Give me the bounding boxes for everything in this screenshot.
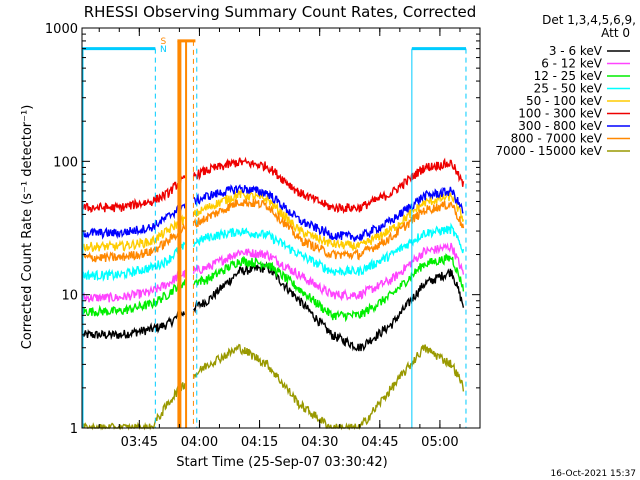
- x-tick-label: 04:00: [181, 435, 218, 450]
- series-line-300-800keV: [82, 202, 186, 240]
- series-line-12-25keV: [82, 278, 186, 317]
- legend-header-line2: Att 0: [601, 26, 630, 40]
- y-tick-label: 1: [70, 422, 78, 437]
- series-line-7000-15000keV: [192, 343, 465, 431]
- legend-label: 3 - 6 keV: [549, 44, 603, 58]
- legend-label: 7000 - 15000 keV: [495, 144, 602, 158]
- plot-timestamp: 16-Oct-2021 15:37: [551, 469, 636, 479]
- series-line-25-50keV: [192, 222, 465, 277]
- series-line-6-12keV: [82, 269, 186, 303]
- x-tick-label: 04:45: [361, 435, 398, 450]
- x-tick-label: 05:00: [421, 435, 458, 450]
- x-tick-label: 03:45: [121, 435, 158, 450]
- legend-label: 300 - 800 keV: [518, 119, 602, 133]
- legend-label: 12 - 25 keV: [534, 69, 603, 83]
- legend-label: 25 - 50 keV: [534, 82, 603, 96]
- legend-header-line1: Det 1,3,4,5,6,9,: [542, 13, 636, 27]
- series-line-3-6keV: [82, 309, 186, 341]
- legend-label: 50 - 100 keV: [526, 94, 603, 108]
- series-line-12-25keV: [193, 253, 465, 323]
- legend-label: 100 - 300 keV: [518, 107, 602, 121]
- series-line-800-7000keV: [82, 222, 186, 263]
- y-tick-label: 10: [61, 289, 78, 304]
- y-tick-label: 1000: [45, 22, 78, 37]
- flag-saa-band: [177, 40, 182, 429]
- flag-letter-n: N: [160, 45, 167, 55]
- chart-title: RHESSI Observing Summary Count Rates, Co…: [84, 3, 477, 21]
- series-line-7000-15000keV: [82, 382, 186, 431]
- x-tick-label: 04:15: [241, 435, 278, 450]
- series-line-300-800keV: [193, 184, 464, 242]
- series-line-3-6keV: [192, 261, 465, 352]
- y-axis-label: Corrected Count Rate (s⁻¹ detector⁻¹): [20, 105, 35, 350]
- series-line-25-50keV: [82, 241, 186, 282]
- legend-label: 800 - 7000 keV: [511, 132, 603, 146]
- y-tick-label: 100: [53, 155, 78, 170]
- legend-label: 6 - 12 keV: [541, 57, 603, 71]
- series-line-100-300keV: [192, 156, 465, 215]
- x-tick-label: 04:30: [301, 435, 338, 450]
- series-line-50-100keV: [192, 189, 465, 251]
- series-line-50-100keV: [82, 214, 186, 253]
- series-line-800-7000keV: [193, 198, 465, 261]
- plot-area: SN: [82, 37, 467, 431]
- series-line-100-300keV: [82, 174, 186, 213]
- plot-frame: [81, 27, 481, 429]
- series-line-6-12keV: [192, 242, 465, 302]
- x-axis-label: Start Time (25-Sep-07 03:30:42): [176, 455, 387, 470]
- flag-letter-s: S: [161, 37, 167, 47]
